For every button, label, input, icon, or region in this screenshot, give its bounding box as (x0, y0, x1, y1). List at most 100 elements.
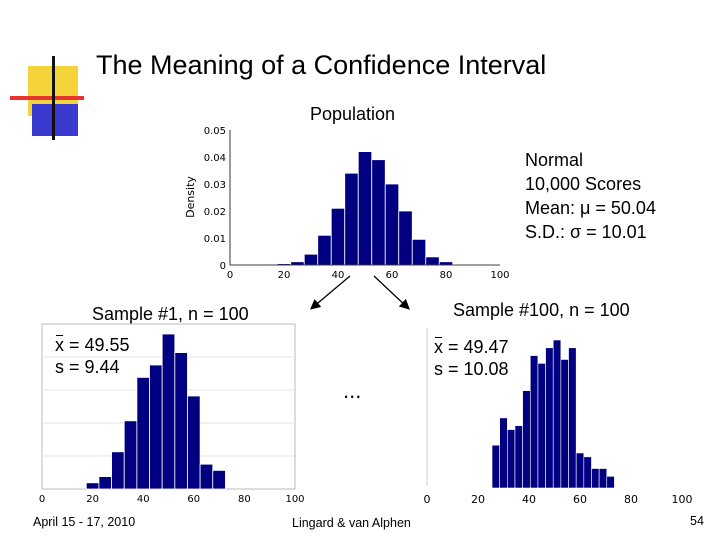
sample1-mean: x = 49.55 (55, 335, 130, 355)
sample1-x-tick-label: 80 (238, 494, 251, 505)
slide-title: The Meaning of a Confidence Interval (96, 50, 547, 80)
sample1-x-tick-label: 60 (187, 494, 200, 505)
sample1-bar (161, 333, 176, 490)
ellipsis: ... (343, 378, 362, 403)
arrow-left-icon (310, 275, 351, 310)
sample1-stats: x = 49.55 s = 9.44 (55, 334, 130, 378)
sample100-bar (552, 339, 562, 489)
sample100-x-tick-label: 60 (573, 493, 587, 506)
sample100-sd: s = 10.08 (434, 359, 509, 379)
population-y-tick-label: 0.04 (204, 153, 226, 164)
sample1-x-tick-label: 20 (86, 494, 99, 505)
sample100-bars (491, 339, 615, 489)
sample1-bars (85, 333, 226, 490)
sample100-bar (575, 452, 585, 489)
sample1-bar (174, 352, 188, 490)
sample1-bar (98, 476, 112, 490)
sample100-x-tick-label: 20 (471, 493, 485, 506)
sample100-bar (568, 347, 577, 489)
sample1-x-ticks: 0 20 40 60 80 100 (39, 494, 305, 505)
sample1-bar (187, 395, 201, 490)
sample100-x-tick-label: 0 (424, 493, 431, 506)
population-bars (263, 151, 467, 266)
arrows (310, 275, 410, 310)
population-x-ticks: 0 20 40 60 80 100 (227, 270, 510, 281)
stat-sd: S.D.: σ = 10.01 (525, 222, 647, 242)
population-x-tick-label: 0 (227, 270, 233, 281)
sample100-x-tick-label: 100 (672, 493, 693, 506)
stat-distribution: Normal (525, 150, 584, 170)
sample100-bar (529, 355, 539, 489)
footer-authors: Lingard & van Alphen (292, 516, 411, 530)
sample1-bar (199, 463, 214, 490)
population-bar (344, 172, 359, 266)
population-bar (290, 261, 305, 266)
population-bar (303, 253, 319, 266)
sample100-bar (514, 425, 523, 489)
xbar-symbol: x (55, 335, 64, 355)
logo-black-vertical-line (52, 56, 55, 140)
sample1-x-tick-label: 100 (285, 494, 304, 505)
sample1-bar (111, 451, 125, 490)
stat-count: 10,000 Scores (525, 174, 642, 194)
sample1-label: Sample #1, n = 100 (92, 304, 249, 324)
sample1-bar (212, 469, 226, 490)
sample100-x-tick-label: 80 (624, 493, 638, 506)
population-bar (438, 261, 454, 266)
footer-date: April 15 - 17, 2010 (33, 515, 136, 529)
sample100-x-ticks: 0 20 40 60 80 100 (424, 493, 693, 506)
logo-blue-square (32, 104, 78, 136)
population-y-tick-label: 0.01 (204, 234, 226, 245)
sample1-x-tick-label: 40 (137, 494, 150, 505)
population-x-tick-label: 100 (490, 270, 509, 281)
population-label: Population (310, 104, 396, 124)
stat-mean: Mean: μ = 50.04 (525, 198, 656, 218)
sample100-bar (545, 347, 554, 489)
population-x-tick-label: 80 (440, 270, 453, 281)
population-y-tick-label: 0.05 (204, 126, 226, 137)
sample100-x-tick-label: 40 (522, 493, 536, 506)
xbar-symbol: x (434, 337, 443, 357)
sample1-bar (149, 364, 163, 490)
population-bar (411, 238, 427, 266)
sample100-bar (499, 417, 508, 489)
sample100-bar (522, 390, 531, 489)
slide-number: 54 (690, 514, 704, 528)
population-y-ticks: 0 0.01 0.02 0.03 0.04 0.05 (204, 126, 226, 272)
population-bar (317, 234, 332, 266)
sample100-bar (606, 476, 615, 489)
population-stats: Normal 10,000 Scores Mean: μ = 50.04 S.D… (525, 148, 656, 244)
arrow-right-icon (373, 275, 410, 310)
population-bar (398, 210, 413, 266)
population-x-tick-label: 40 (332, 270, 345, 281)
population-x-tick-label: 20 (278, 270, 291, 281)
sample100-bar (560, 359, 569, 489)
sample100-label: Sample #100, n = 100 (453, 300, 630, 320)
sample100-bar (537, 363, 546, 489)
sample100-histogram: 0 20 40 60 80 100 (424, 328, 693, 506)
sample100-bar (598, 468, 608, 489)
logo-red-horizontal-line (10, 96, 84, 100)
sample100-bar (507, 429, 516, 489)
population-bar (371, 159, 386, 266)
population-y-tick-label: 0 (220, 261, 226, 272)
population-bar (357, 151, 373, 266)
population-bar (425, 256, 440, 266)
population-bar (384, 183, 400, 266)
population-x-tick-label: 60 (386, 270, 399, 281)
sample1-bar (123, 420, 138, 490)
sample100-bar (591, 468, 600, 489)
sample100-bar (583, 456, 592, 489)
sample100-stats: x = 49.47 s = 10.08 (434, 336, 509, 380)
population-y-label: Density (184, 176, 197, 218)
sample1-bar (85, 482, 100, 490)
sample1-sd: s = 9.44 (55, 357, 120, 377)
population-bar (330, 207, 346, 266)
sample1-histogram: 0 20 40 60 80 100 (39, 323, 305, 505)
sample100-bar (491, 444, 500, 489)
sample100-mean: x = 49.47 (434, 337, 509, 357)
population-y-tick-label: 0.02 (204, 207, 226, 218)
sample1-x-tick-label: 0 (39, 494, 45, 505)
population-histogram: 0 0.01 0.02 0.03 0.04 0.05 0 20 40 60 80 100 Densi… (184, 126, 510, 281)
population-y-tick-label: 0.03 (204, 180, 226, 191)
